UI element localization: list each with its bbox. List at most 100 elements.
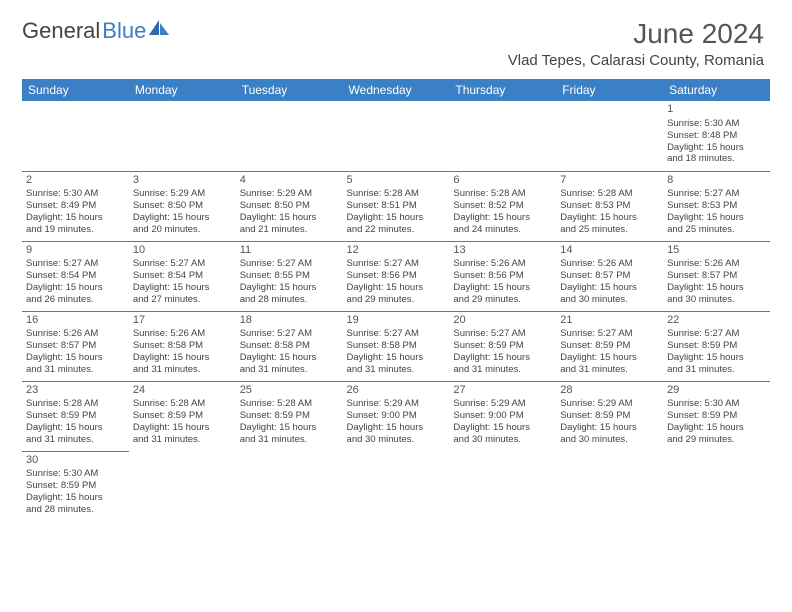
calendar-table: SundayMondayTuesdayWednesdayThursdayFrid… (22, 79, 770, 521)
daylight-text: and 18 minutes. (667, 153, 766, 165)
calendar-cell: 2Sunrise: 5:30 AMSunset: 8:49 PMDaylight… (22, 171, 129, 241)
brand-part2: Blue (102, 18, 146, 44)
sunset-text: Sunset: 8:57 PM (667, 270, 766, 282)
sunrise-text: Sunrise: 5:27 AM (453, 328, 552, 340)
day-number: 8 (667, 174, 766, 188)
calendar-cell (343, 451, 450, 521)
sail-icon (149, 18, 171, 44)
calendar-cell: 21Sunrise: 5:27 AMSunset: 8:59 PMDayligh… (556, 311, 663, 381)
daylight-text: Daylight: 15 hours (133, 282, 232, 294)
sunset-text: Sunset: 8:53 PM (667, 200, 766, 212)
daylight-text: Daylight: 15 hours (240, 212, 339, 224)
day-number: 13 (453, 244, 552, 258)
daylight-text: and 31 minutes. (133, 434, 232, 446)
sunrise-text: Sunrise: 5:27 AM (26, 258, 125, 270)
sunrise-text: Sunrise: 5:30 AM (667, 118, 766, 130)
daylight-text: Daylight: 15 hours (26, 282, 125, 294)
calendar-cell: 29Sunrise: 5:30 AMSunset: 8:59 PMDayligh… (663, 381, 770, 451)
day-number: 29 (667, 384, 766, 398)
sunrise-text: Sunrise: 5:27 AM (133, 258, 232, 270)
daylight-text: Daylight: 15 hours (133, 352, 232, 364)
calendar-cell: 16Sunrise: 5:26 AMSunset: 8:57 PMDayligh… (22, 311, 129, 381)
sunrise-text: Sunrise: 5:29 AM (133, 188, 232, 200)
calendar-cell (129, 451, 236, 521)
day-number: 3 (133, 174, 232, 188)
calendar-cell: 11Sunrise: 5:27 AMSunset: 8:55 PMDayligh… (236, 241, 343, 311)
day-number: 24 (133, 384, 232, 398)
sunrise-text: Sunrise: 5:26 AM (560, 258, 659, 270)
daylight-text: and 29 minutes. (347, 294, 446, 306)
sunset-text: Sunset: 8:56 PM (453, 270, 552, 282)
daylight-text: Daylight: 15 hours (453, 352, 552, 364)
day-number: 18 (240, 314, 339, 328)
sunrise-text: Sunrise: 5:29 AM (453, 398, 552, 410)
sunset-text: Sunset: 9:00 PM (347, 410, 446, 422)
daylight-text: and 31 minutes. (240, 364, 339, 376)
day-number: 25 (240, 384, 339, 398)
calendar-cell (449, 101, 556, 171)
daylight-text: and 31 minutes. (133, 364, 232, 376)
calendar-cell: 26Sunrise: 5:29 AMSunset: 9:00 PMDayligh… (343, 381, 450, 451)
sunrise-text: Sunrise: 5:28 AM (453, 188, 552, 200)
daylight-text: and 27 minutes. (133, 294, 232, 306)
daylight-text: Daylight: 15 hours (667, 352, 766, 364)
daylight-text: and 30 minutes. (347, 434, 446, 446)
sunset-text: Sunset: 8:50 PM (240, 200, 339, 212)
daylight-text: and 25 minutes. (560, 224, 659, 236)
calendar-cell: 14Sunrise: 5:26 AMSunset: 8:57 PMDayligh… (556, 241, 663, 311)
daylight-text: Daylight: 15 hours (26, 352, 125, 364)
calendar-cell (129, 101, 236, 171)
calendar-cell: 1Sunrise: 5:30 AMSunset: 8:48 PMDaylight… (663, 101, 770, 171)
sunrise-text: Sunrise: 5:26 AM (26, 328, 125, 340)
daylight-text: and 29 minutes. (667, 434, 766, 446)
sunrise-text: Sunrise: 5:26 AM (133, 328, 232, 340)
sunrise-text: Sunrise: 5:27 AM (347, 258, 446, 270)
sunset-text: Sunset: 8:58 PM (133, 340, 232, 352)
day-number: 27 (453, 384, 552, 398)
daylight-text: and 30 minutes. (560, 434, 659, 446)
daylight-text: Daylight: 15 hours (667, 422, 766, 434)
day-number: 6 (453, 174, 552, 188)
calendar-cell: 18Sunrise: 5:27 AMSunset: 8:58 PMDayligh… (236, 311, 343, 381)
sunset-text: Sunset: 8:53 PM (560, 200, 659, 212)
day-header: Sunday (22, 79, 129, 101)
month-title: June 2024 (508, 18, 764, 50)
calendar-cell: 8Sunrise: 5:27 AMSunset: 8:53 PMDaylight… (663, 171, 770, 241)
calendar-cell: 15Sunrise: 5:26 AMSunset: 8:57 PMDayligh… (663, 241, 770, 311)
title-block: June 2024 Vlad Tepes, Calarasi County, R… (508, 18, 764, 69)
day-header: Thursday (449, 79, 556, 101)
daylight-text: and 31 minutes. (347, 364, 446, 376)
day-number: 12 (347, 244, 446, 258)
calendar-cell (449, 451, 556, 521)
header: General Blue June 2024 Vlad Tepes, Calar… (22, 18, 770, 69)
daylight-text: Daylight: 15 hours (240, 282, 339, 294)
calendar-cell: 25Sunrise: 5:28 AMSunset: 8:59 PMDayligh… (236, 381, 343, 451)
day-header: Tuesday (236, 79, 343, 101)
day-number: 5 (347, 174, 446, 188)
sunrise-text: Sunrise: 5:28 AM (347, 188, 446, 200)
sunrise-text: Sunrise: 5:27 AM (560, 328, 659, 340)
day-number: 11 (240, 244, 339, 258)
day-number: 19 (347, 314, 446, 328)
daylight-text: Daylight: 15 hours (240, 422, 339, 434)
daylight-text: Daylight: 15 hours (453, 282, 552, 294)
day-number: 28 (560, 384, 659, 398)
daylight-text: Daylight: 15 hours (133, 422, 232, 434)
sunrise-text: Sunrise: 5:30 AM (26, 468, 125, 480)
day-number: 9 (26, 244, 125, 258)
calendar-cell: 17Sunrise: 5:26 AMSunset: 8:58 PMDayligh… (129, 311, 236, 381)
daylight-text: Daylight: 15 hours (133, 212, 232, 224)
daylight-text: and 31 minutes. (667, 364, 766, 376)
daylight-text: and 31 minutes. (26, 434, 125, 446)
daylight-text: and 24 minutes. (453, 224, 552, 236)
sunrise-text: Sunrise: 5:28 AM (26, 398, 125, 410)
calendar-cell (343, 101, 450, 171)
sunrise-text: Sunrise: 5:28 AM (560, 188, 659, 200)
calendar-cell: 9Sunrise: 5:27 AMSunset: 8:54 PMDaylight… (22, 241, 129, 311)
sunset-text: Sunset: 8:59 PM (26, 410, 125, 422)
sunrise-text: Sunrise: 5:27 AM (240, 258, 339, 270)
daylight-text: and 28 minutes. (26, 504, 125, 516)
daylight-text: and 20 minutes. (133, 224, 232, 236)
daylight-text: Daylight: 15 hours (347, 352, 446, 364)
daylight-text: and 31 minutes. (560, 364, 659, 376)
